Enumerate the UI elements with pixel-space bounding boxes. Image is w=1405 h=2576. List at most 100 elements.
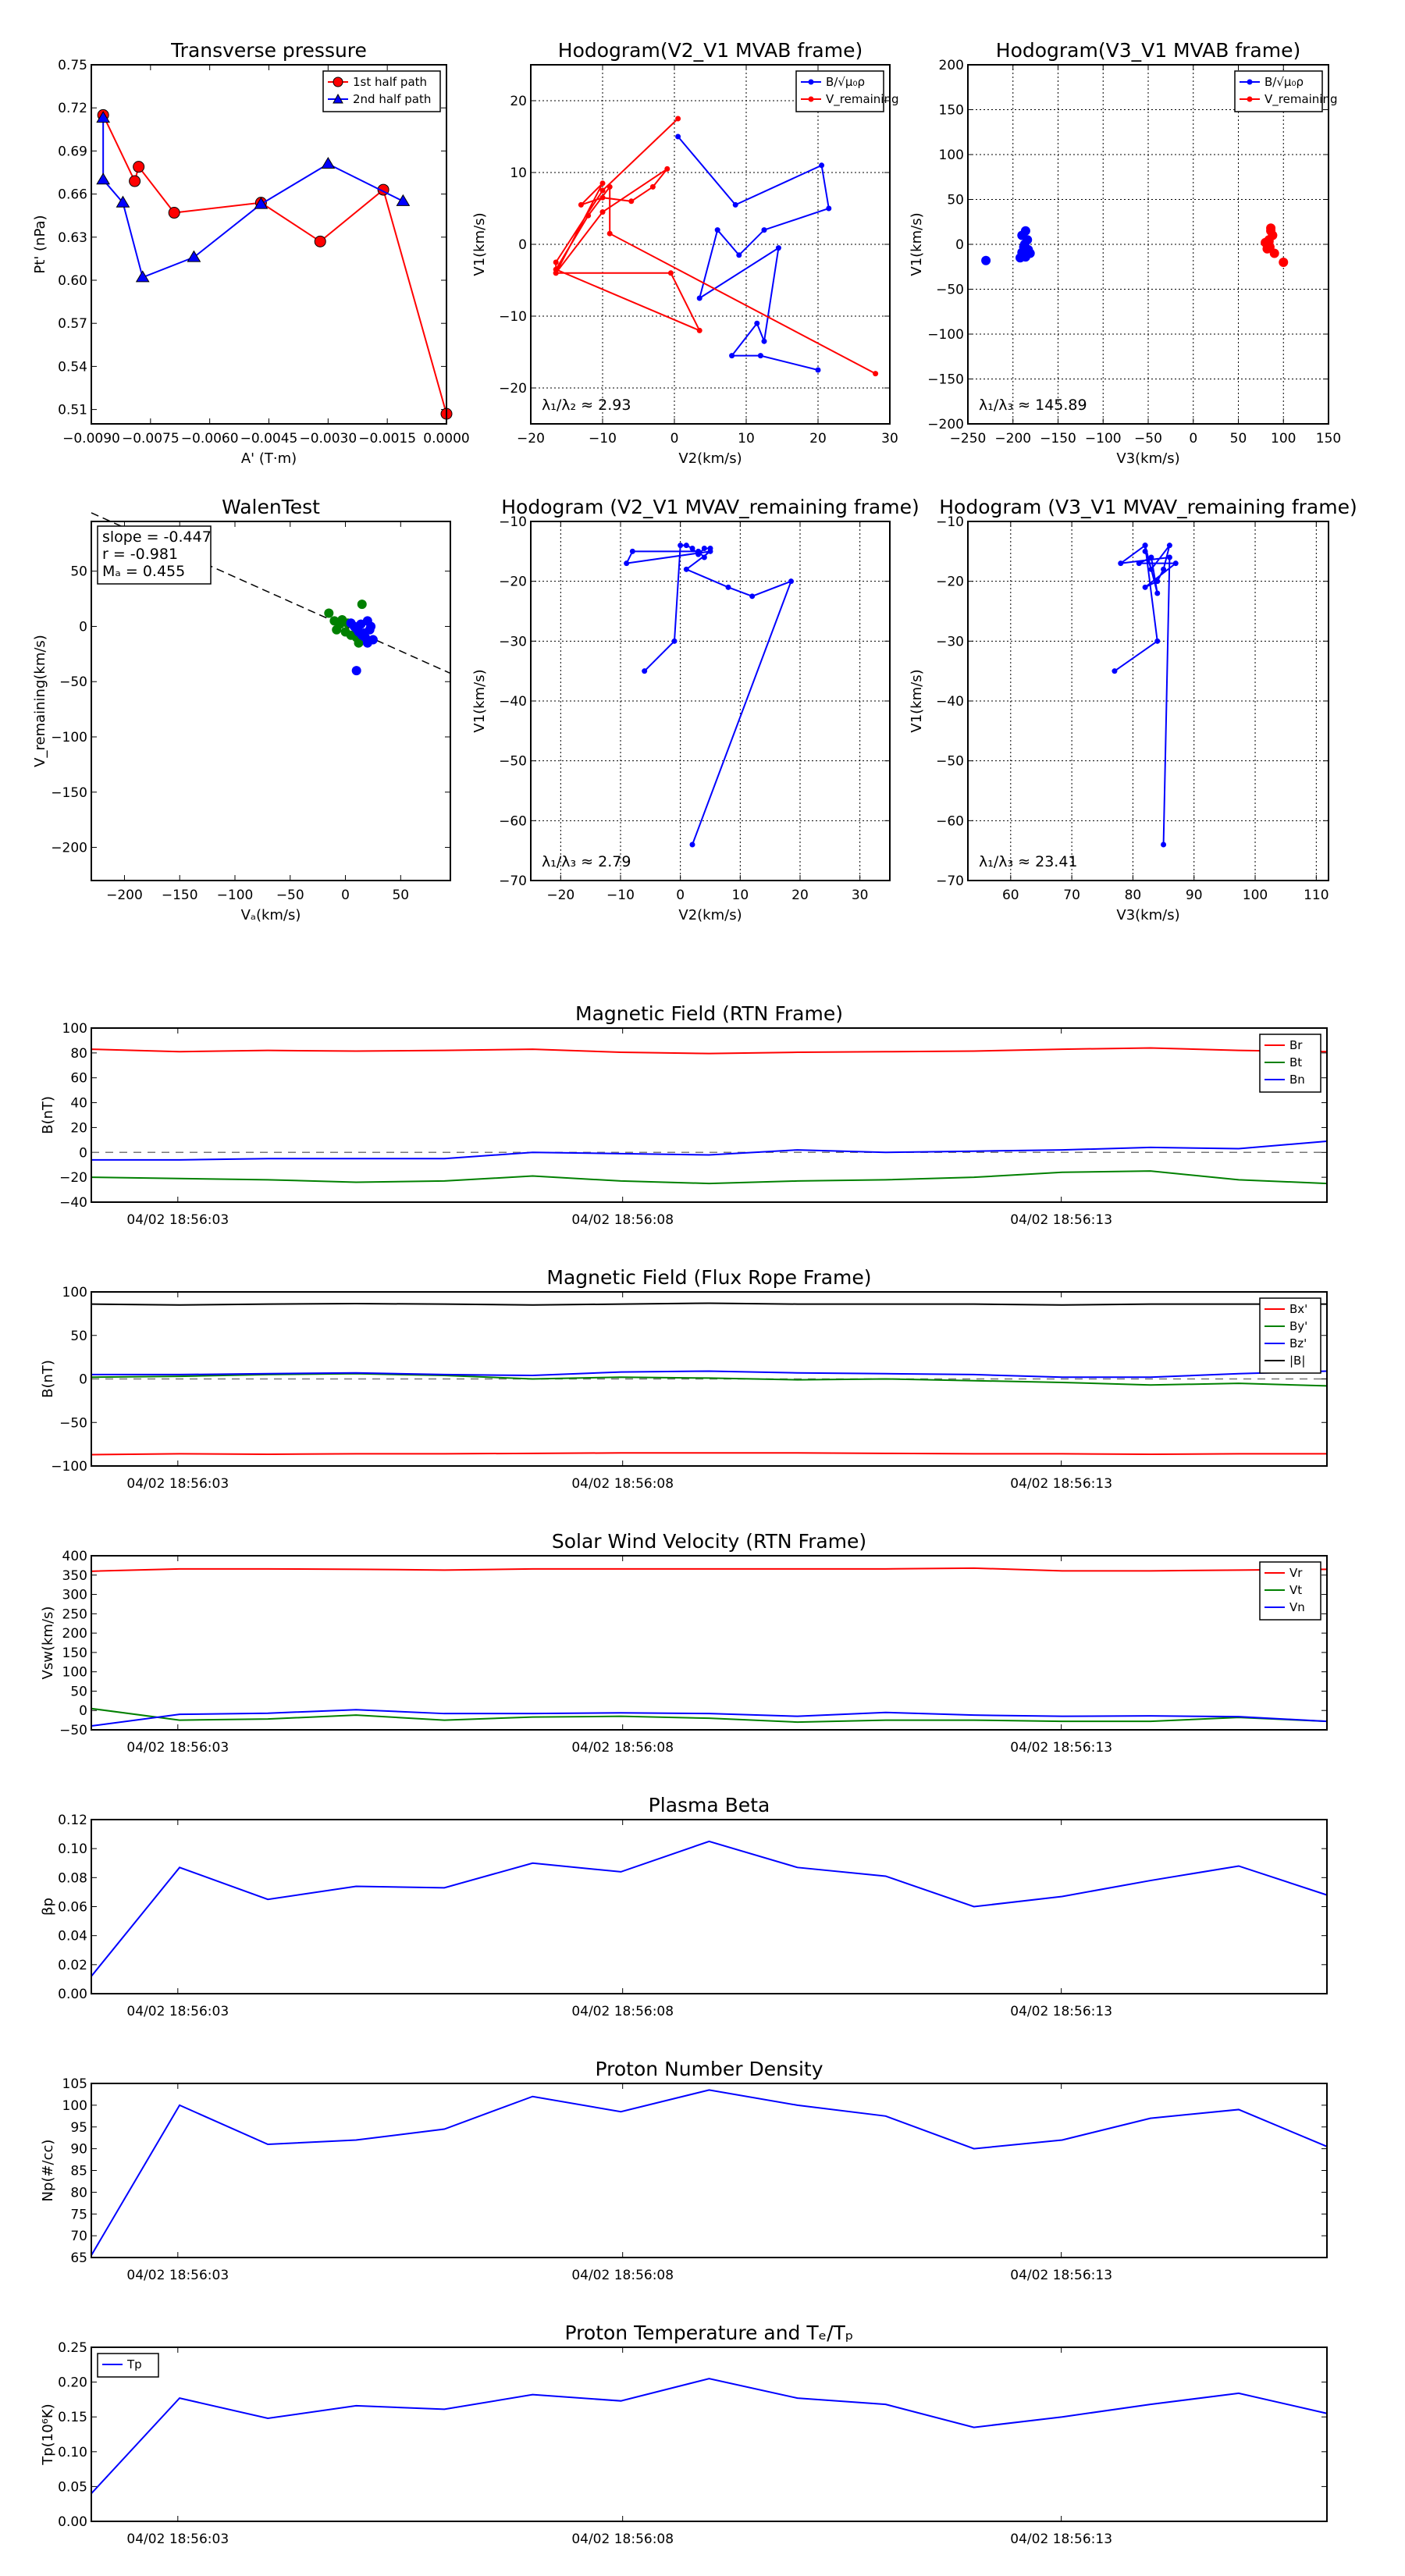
x-tick-label: −50 [1134, 431, 1162, 447]
chart-title: Hodogram(V2_V1 MVAB frame) [558, 39, 863, 62]
legend-label: Vr [1289, 1566, 1303, 1580]
x-tick-label: −20 [546, 888, 574, 903]
y-axis-label: V_remaining(km/s) [32, 635, 48, 767]
series-line-0 [91, 1567, 1328, 1572]
data-point [351, 666, 361, 676]
data-point [629, 548, 635, 554]
data-point [624, 560, 630, 567]
data-point [683, 543, 689, 549]
data-point [354, 638, 364, 648]
data-point [761, 227, 767, 233]
data-point [819, 162, 825, 169]
data-point [1112, 668, 1118, 674]
chart-panel-4: Hodogram (V2_V1 MVAV_remaining frame) −70… [471, 496, 919, 923]
data-point [129, 175, 141, 187]
data-point [725, 584, 731, 590]
data-point [578, 201, 584, 208]
y-tick-label: 50 [947, 193, 964, 208]
y-tick-label: −40 [59, 1195, 87, 1211]
y-tick-label: 70 [70, 2229, 87, 2244]
data-point [671, 638, 678, 644]
series-line-1 [91, 1707, 1328, 1724]
plot-frame [91, 521, 451, 881]
y-tick-label: −20 [936, 575, 964, 590]
y-tick-label: 350 [62, 1568, 87, 1584]
legend-marker [333, 93, 343, 104]
chart-title: Hodogram (V2_V1 MVAV_remaining frame) [501, 496, 919, 518]
y-tick-label: 0.10 [58, 1841, 87, 1857]
legend-label: |B| [1289, 1354, 1305, 1368]
x-tick-label: −10 [606, 888, 635, 903]
y-tick-label: −60 [499, 813, 527, 829]
y-tick-label: 90 [70, 2142, 87, 2158]
data-point [116, 195, 130, 208]
data-point [1166, 554, 1172, 560]
x-tick-label: 04/02 18:56:13 [1010, 1476, 1112, 1492]
legend-label: Vt [1289, 1583, 1302, 1597]
plot-frame [530, 64, 891, 425]
y-tick-label: 250 [62, 1606, 87, 1622]
x-tick-label: −200 [106, 888, 143, 903]
x-tick-label: 04/02 18:56:03 [126, 2004, 229, 2019]
plot-frame [91, 2347, 1328, 2522]
x-tick-label: 100 [1271, 431, 1296, 447]
y-tick-label: −20 [499, 381, 527, 397]
data-point [599, 209, 606, 215]
plot-frame [91, 2083, 1328, 2258]
legend-box [1234, 70, 1323, 112]
y-axis-label: βp [40, 1898, 56, 1916]
eigen-ratio-annotation: λ₁/λ₂ ≈ 2.93 [542, 397, 631, 414]
y-tick-label: 50 [70, 564, 87, 580]
y-tick-label: 150 [62, 1646, 87, 1661]
y-tick-label: 0.00 [58, 2514, 87, 2530]
plot-frame [91, 1555, 1328, 1731]
series-line-0 [91, 1047, 1328, 1055]
data-point [357, 600, 367, 610]
legend-marker [808, 96, 814, 102]
series-line-0 [91, 1840, 1328, 1977]
x-axis-label: V3(km/s) [1116, 450, 1179, 467]
legend: Bx' By' Bz' |B| [1259, 1297, 1321, 1374]
y-tick-label: 0 [79, 1703, 87, 1719]
x-tick-label: −0.0060 [181, 431, 239, 447]
y-tick-label: 50 [70, 1329, 87, 1344]
chart-title: WalenTest [222, 496, 320, 518]
x-tick-label: 150 [1316, 431, 1341, 447]
plot-frame [91, 1291, 1328, 1467]
y-tick-label: 0.69 [58, 144, 87, 159]
y-tick-label: −50 [499, 754, 527, 770]
y-tick-label: −40 [936, 694, 964, 710]
data-point [696, 327, 702, 333]
eigen-ratio-annotation: λ₁/λ₃ ≈ 2.79 [542, 853, 631, 870]
y-axis-label: V1(km/s) [909, 212, 925, 276]
data-point [678, 543, 684, 549]
series-line-2 [91, 1709, 1328, 1727]
data-point [599, 194, 606, 201]
x-tick-label: 04/02 18:56:08 [571, 2004, 674, 2019]
data-point [649, 183, 656, 190]
legend-label: Br [1289, 1038, 1303, 1052]
y-tick-label: −150 [51, 785, 87, 801]
y-tick-label: 0.25 [58, 2340, 87, 2356]
x-tick-label: 0 [676, 888, 685, 903]
y-tick-label: 0.02 [58, 1958, 87, 1973]
data-point [1161, 841, 1167, 848]
data-point [642, 668, 648, 674]
y-axis-label: V1(km/s) [471, 669, 488, 732]
data-point [757, 353, 763, 359]
x-tick-label: 04/02 18:56:08 [571, 2268, 674, 2283]
x-tick-label: −0.0015 [358, 431, 416, 447]
y-tick-label: 0.12 [58, 1813, 87, 1828]
data-point [736, 252, 742, 258]
y-tick-label: 0 [518, 237, 527, 253]
x-tick-label: 10 [732, 888, 749, 903]
series-line-2 [91, 1370, 1328, 1379]
data-point [1266, 223, 1276, 233]
legend-label: 2nd half path [353, 92, 431, 106]
data-point [332, 624, 342, 635]
y-tick-label: 400 [62, 1549, 87, 1564]
data-point [1118, 560, 1124, 567]
series-line-1 [91, 1170, 1328, 1185]
x-tick-label: 0.0000 [423, 431, 469, 447]
chart-title: Solar Wind Velocity (RTN Frame) [552, 1530, 866, 1553]
